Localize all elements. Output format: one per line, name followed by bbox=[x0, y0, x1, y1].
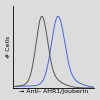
X-axis label: → Anti- AHR1/Jouberin: → Anti- AHR1/Jouberin bbox=[19, 89, 88, 94]
Y-axis label: # Cells: # Cells bbox=[6, 36, 11, 58]
